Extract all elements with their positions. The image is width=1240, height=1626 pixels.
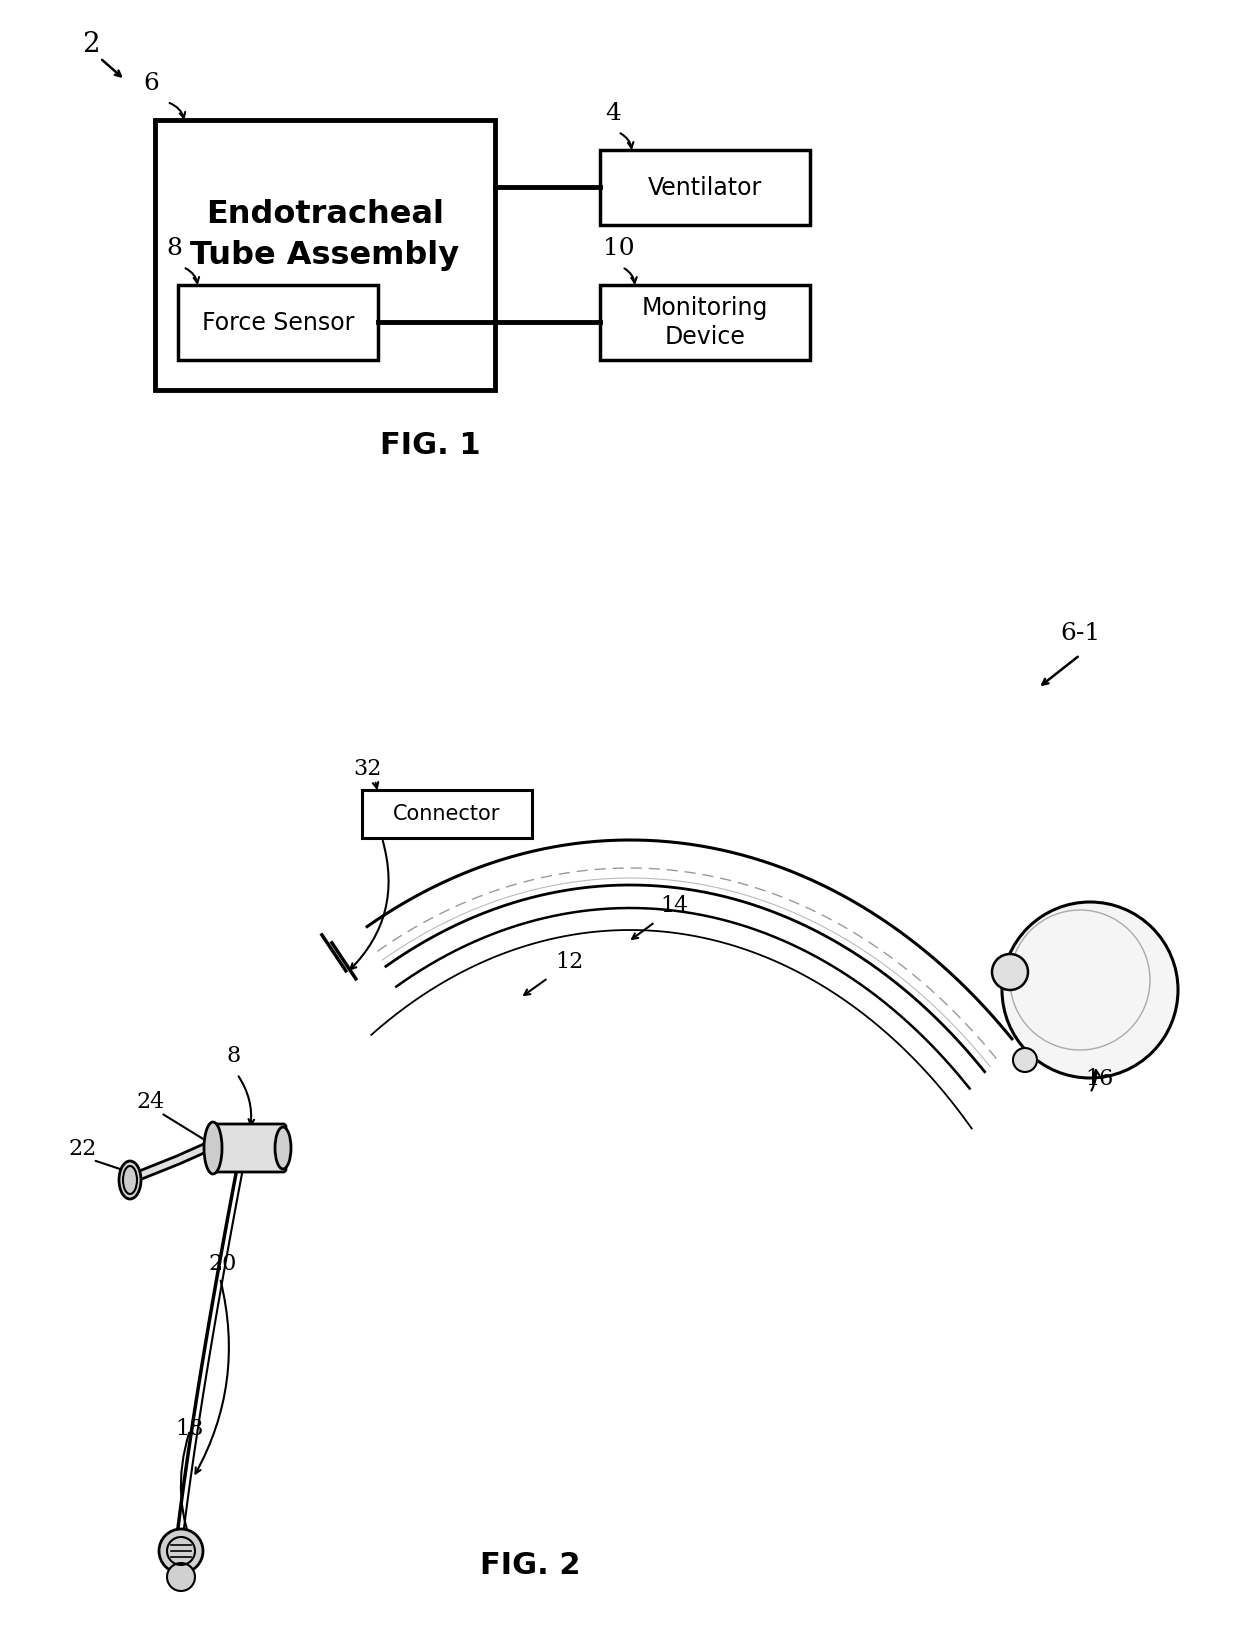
Circle shape xyxy=(167,1563,195,1590)
Text: 8: 8 xyxy=(227,1046,242,1067)
Text: 32: 32 xyxy=(353,758,382,780)
Text: 10: 10 xyxy=(603,237,635,260)
Circle shape xyxy=(159,1528,203,1572)
Text: 22: 22 xyxy=(68,1138,97,1159)
Bar xyxy=(600,285,810,359)
Text: Force Sensor: Force Sensor xyxy=(202,311,355,335)
Text: Ventilator: Ventilator xyxy=(647,176,763,200)
Text: 6: 6 xyxy=(143,72,159,94)
Text: 6-1: 6-1 xyxy=(1060,623,1100,646)
Text: 12: 12 xyxy=(556,951,583,972)
Bar xyxy=(155,120,495,390)
Circle shape xyxy=(992,954,1028,990)
Text: Connector: Connector xyxy=(393,803,501,824)
Text: FIG. 1: FIG. 1 xyxy=(379,431,480,460)
Ellipse shape xyxy=(119,1161,141,1198)
Text: 16: 16 xyxy=(1085,1068,1114,1089)
Text: 2: 2 xyxy=(82,31,99,59)
Bar xyxy=(362,790,532,837)
Ellipse shape xyxy=(205,1122,222,1174)
Text: 14: 14 xyxy=(660,894,688,917)
Text: FIG. 2: FIG. 2 xyxy=(480,1551,580,1579)
FancyBboxPatch shape xyxy=(210,1124,286,1172)
Text: 8: 8 xyxy=(166,237,182,260)
Text: Endotracheal
Tube Assembly: Endotracheal Tube Assembly xyxy=(191,200,460,272)
Circle shape xyxy=(1002,902,1178,1078)
Circle shape xyxy=(1013,1049,1037,1072)
Text: 4: 4 xyxy=(605,102,621,125)
Text: Monitoring
Device: Monitoring Device xyxy=(642,296,769,350)
Bar xyxy=(179,285,378,359)
Text: 24: 24 xyxy=(136,1091,164,1114)
Text: 20: 20 xyxy=(208,1254,237,1275)
Ellipse shape xyxy=(275,1127,291,1169)
Bar xyxy=(600,150,810,224)
Ellipse shape xyxy=(123,1166,136,1193)
Text: 18: 18 xyxy=(175,1418,203,1441)
